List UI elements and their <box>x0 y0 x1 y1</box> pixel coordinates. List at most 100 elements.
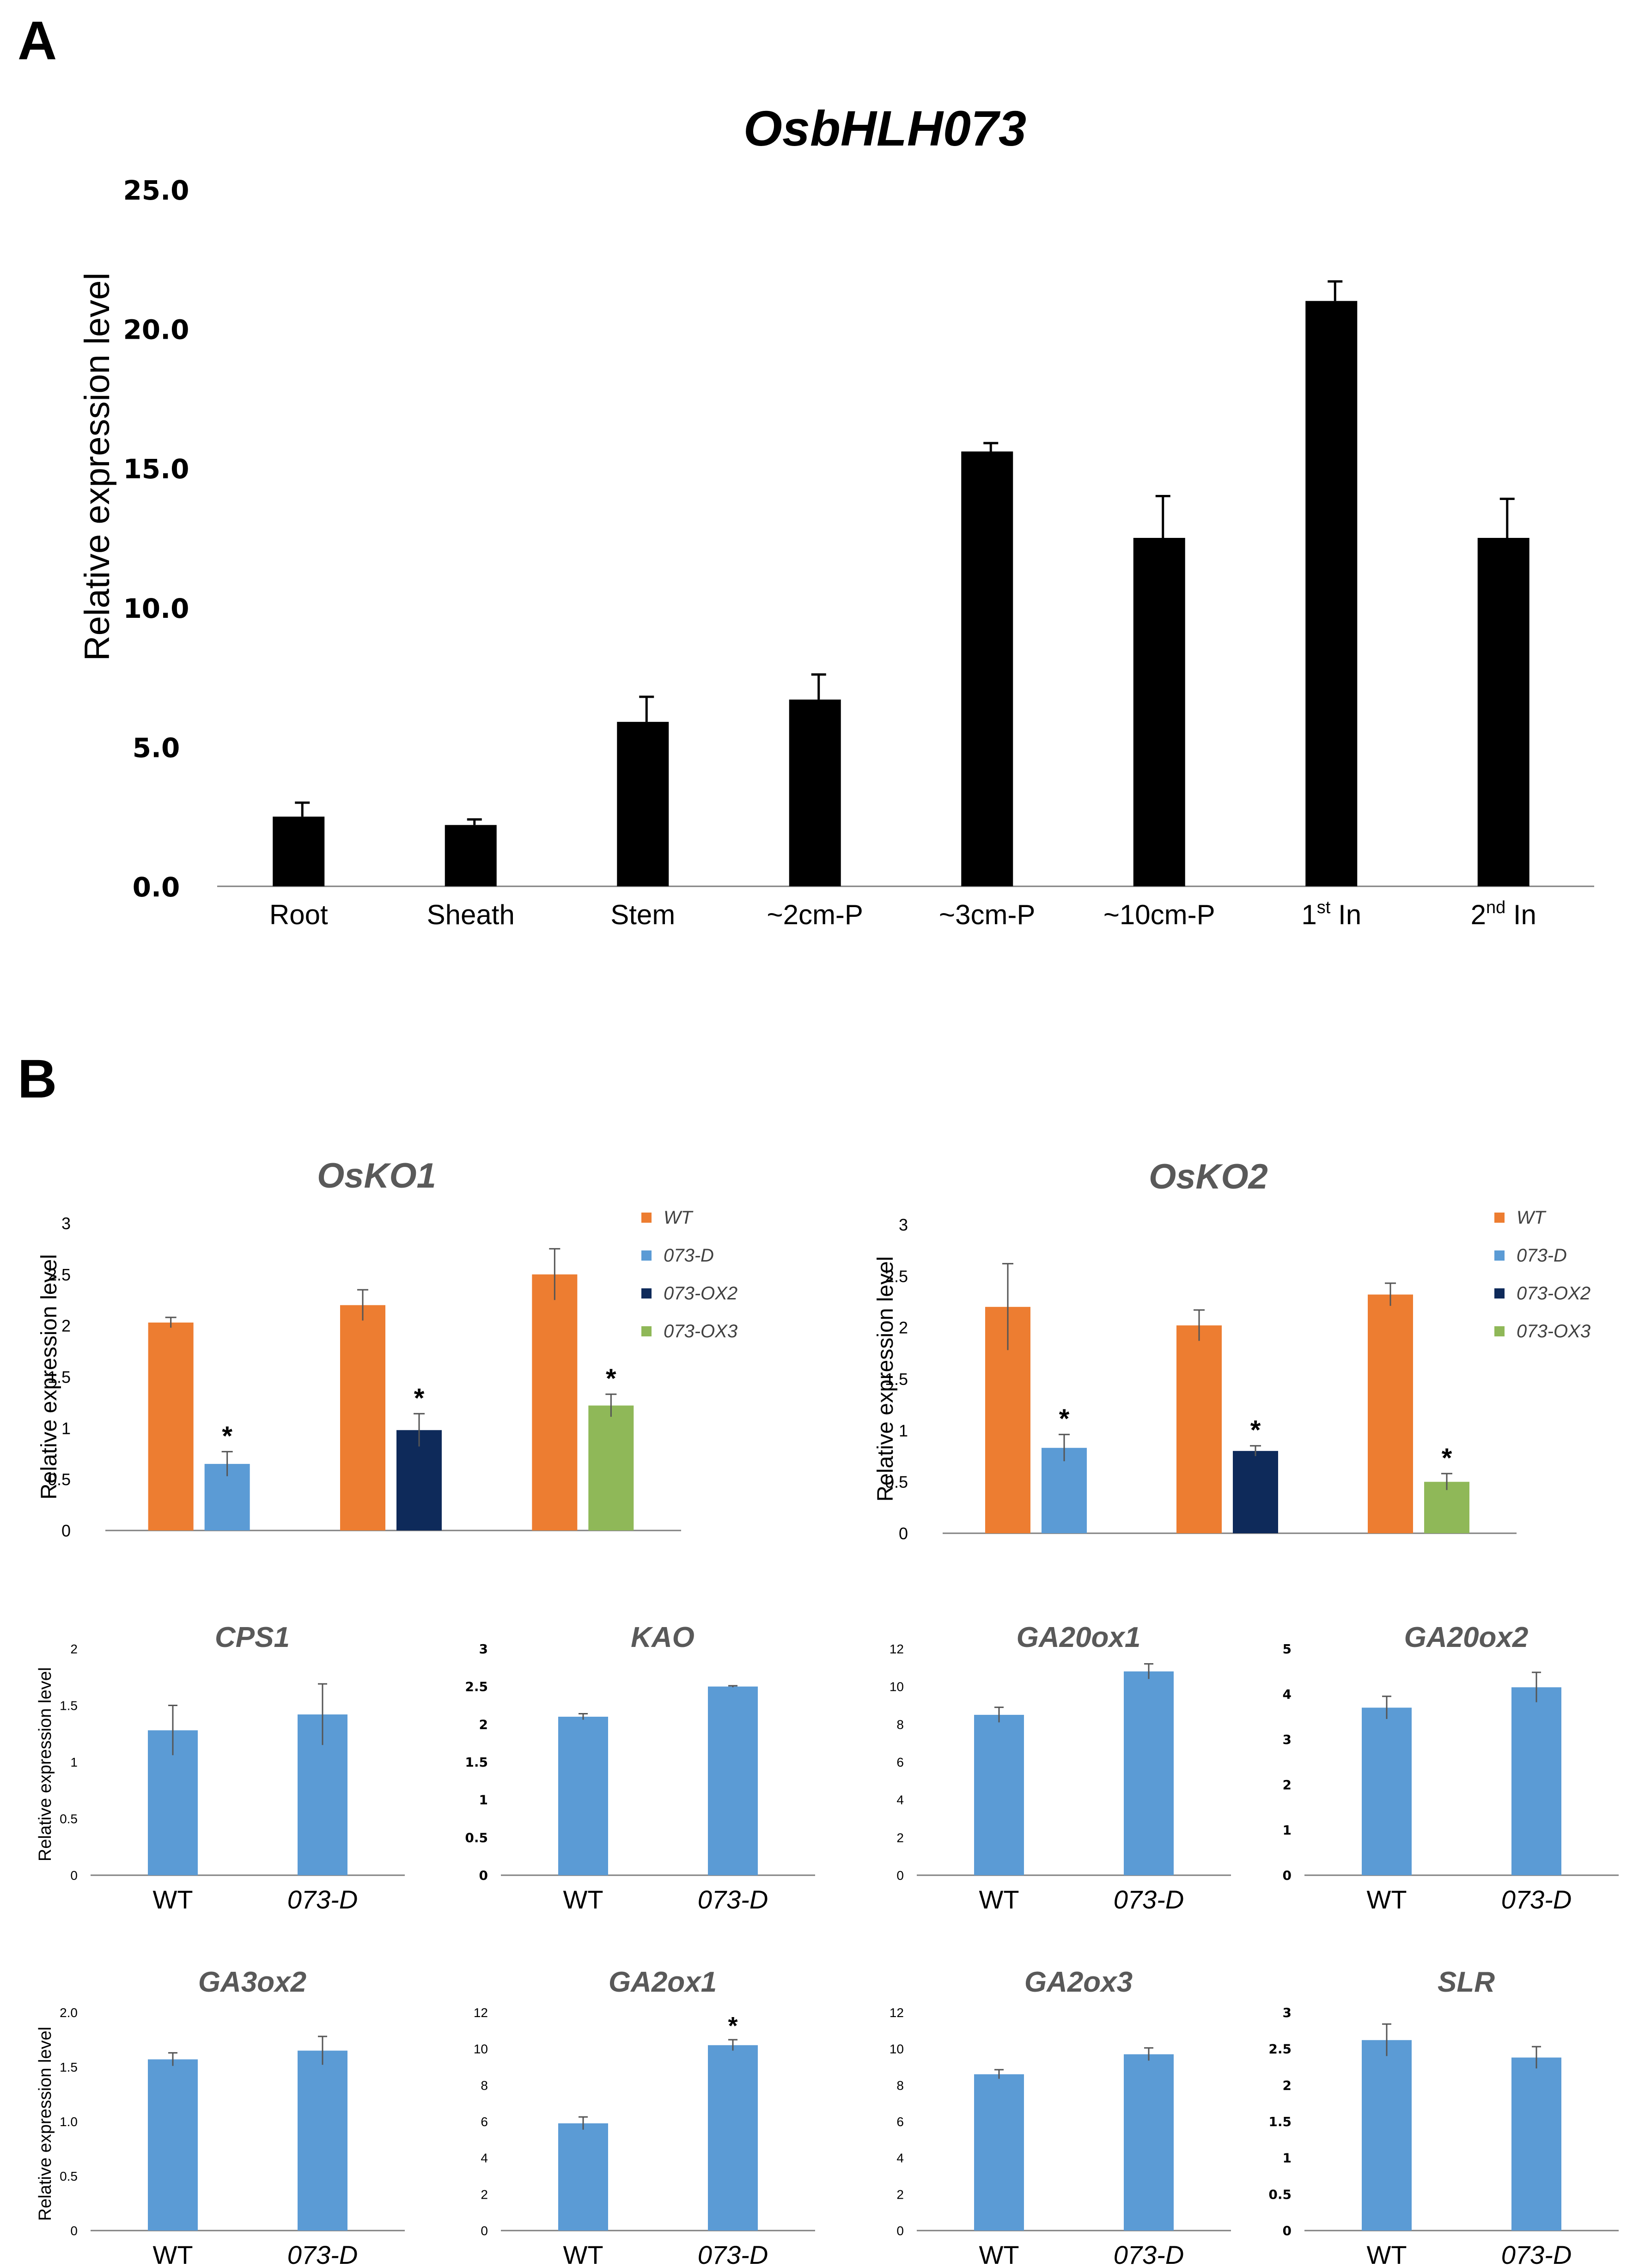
x-tick-label: WT <box>979 1885 1019 1914</box>
chart-title: OsKO1 <box>317 1156 436 1195</box>
y-tick-label: 1 <box>1283 1823 1292 1838</box>
legend-swatch <box>1494 1250 1505 1261</box>
charts-layer: OsbHLH073 Relative expression level 0.0 5.0… <box>36 100 1619 2268</box>
bar-1 <box>445 825 497 886</box>
bar-0 <box>148 2059 198 2231</box>
y-tick-label: 12 <box>474 2006 488 2020</box>
chart-title: GA20ox1 <box>1017 1622 1141 1653</box>
chart-title: SLR <box>1438 1966 1495 1998</box>
y-tick-label: 1 <box>1283 2151 1292 2166</box>
significance-star: * <box>222 1421 232 1451</box>
x-tick-label: 073-D <box>1114 2240 1184 2268</box>
x-tick-label: Sheath <box>427 899 515 930</box>
bar-2 <box>617 722 669 886</box>
bar-7 <box>1477 538 1529 886</box>
x-tick-label: WT <box>563 1885 603 1914</box>
x-tick-label: ~10cm-P <box>1103 899 1215 930</box>
y-axis-label: Relative expression level <box>78 273 117 661</box>
y-tick-label: 0 <box>481 2224 488 2238</box>
y-tick-label: 3 <box>1283 1732 1292 1747</box>
x-tick-text: Sheath <box>427 899 515 930</box>
x-tick-text: ~2cm-P <box>767 899 863 930</box>
x-tick-label: 2nd In <box>1471 898 1536 930</box>
legend-swatch <box>641 1288 652 1299</box>
significance-star: * <box>1059 1404 1070 1434</box>
chart-title: GA2ox1 <box>609 1966 717 1998</box>
x-tick-text: ~10cm-P <box>1103 899 1215 930</box>
y-tick-label: 0.5 <box>48 1470 71 1489</box>
x-tick-label: 073-D <box>287 1885 358 1914</box>
y-axis-label: Relative expression level <box>873 1256 898 1502</box>
chart-ga2ox1: GA2ox1 0 2 4 6 8 10 12 WT * 073-D <box>474 1966 815 2268</box>
y-tick-label: 0.0 <box>133 872 180 903</box>
y-tick-label: 12 <box>890 2006 904 2020</box>
y-tick-label: 2.0 <box>60 2006 78 2020</box>
y-tick-label: 6 <box>896 1755 904 1769</box>
bar-0 <box>1362 1707 1412 1875</box>
x-tick-label: WT <box>563 2240 603 2268</box>
x-tick-label: WT <box>1366 2240 1407 2268</box>
x-tick-text: Stem <box>610 899 675 930</box>
legend-swatch <box>1494 1288 1505 1299</box>
legend-swatch <box>641 1213 652 1223</box>
x-tick-suffix: In <box>1330 899 1361 930</box>
y-tick-label: 0 <box>896 2224 904 2238</box>
y-tick-label: 2.5 <box>1268 2042 1292 2057</box>
y-axis-label: Relative expression level <box>36 2027 55 2221</box>
y-tick-label: 0 <box>1283 1868 1292 1883</box>
y-tick-label: 2.5 <box>48 1265 71 1284</box>
x-tick-label: WT <box>152 1885 193 1914</box>
y-tick-label: 4 <box>896 1793 904 1807</box>
y-tick-label: 6 <box>896 2115 904 2129</box>
y-tick-label: 6 <box>481 2115 488 2129</box>
y-tick-label: 0.5 <box>465 1830 488 1845</box>
y-tick-label: 2 <box>481 2187 488 2201</box>
y-tick-label: 1.5 <box>465 1755 488 1770</box>
y-tick-label: 1.5 <box>60 1699 78 1713</box>
y-tick-label: 2 <box>1283 2078 1292 2093</box>
y-tick-label: 0 <box>70 1868 78 1883</box>
bar-1 <box>708 1686 758 1875</box>
legend-swatch <box>1494 1326 1505 1336</box>
x-tick-superscript: st <box>1317 898 1331 917</box>
legend-label: 073-D <box>1517 1245 1567 1266</box>
y-tick-label: 8 <box>481 2078 488 2092</box>
y-tick-label: 1.5 <box>1268 2114 1292 2129</box>
y-tick-label: 5.0 <box>133 732 180 763</box>
x-tick-label: 073-D <box>1501 1885 1572 1914</box>
y-tick-label: 2 <box>899 1318 908 1337</box>
significance-star: * <box>1250 1415 1261 1445</box>
significance-star: * <box>606 1364 616 1394</box>
x-tick-label: Stem <box>610 899 675 930</box>
chart-title: GA3ox2 <box>198 1966 306 1998</box>
chart-ga2ox3: GA2ox3 0 2 4 6 8 10 12 WT 073-D <box>890 1966 1231 2268</box>
group-1-bar-0 <box>340 1305 385 1530</box>
y-tick-label: 12 <box>890 1642 904 1656</box>
y-tick-label: 1 <box>61 1419 71 1438</box>
x-tick-suffix: In <box>1505 899 1536 930</box>
y-tick-label: 0 <box>1283 2223 1292 2238</box>
legend-label: WT <box>1517 1207 1547 1228</box>
y-axis-label: Relative expression level <box>36 1667 55 1861</box>
chart-title: CPS1 <box>215 1622 290 1653</box>
x-tick-label: 073-D <box>287 2240 358 2268</box>
y-tick-label: 20.0 <box>123 314 189 346</box>
legend-label: WT <box>664 1207 694 1228</box>
chart-title: OsbHLH073 <box>743 100 1026 156</box>
legend-label: 073-D <box>664 1245 714 1266</box>
bar-0 <box>974 2074 1024 2231</box>
bar-1 <box>708 2045 758 2231</box>
y-tick-label: 3 <box>1283 2005 1292 2020</box>
x-tick-label: 073-D <box>698 2240 768 2268</box>
chart-title: GA20ox2 <box>1404 1622 1529 1653</box>
legend-swatch <box>1494 1213 1505 1223</box>
x-tick-label: ~3cm-P <box>939 899 1035 930</box>
y-tick-label: 10 <box>890 2042 904 2056</box>
y-tick-label: 2 <box>896 2187 904 2201</box>
y-tick-label: 1.5 <box>885 1370 908 1389</box>
chart-kao: KAO 0 0.5 1 1.5 2 2.5 3 WT 073-D <box>465 1622 815 1914</box>
x-tick-label: 073-D <box>698 1885 768 1914</box>
bar-1 <box>1124 1671 1174 1875</box>
y-tick-label: 2 <box>479 1717 488 1732</box>
chart-osbhlh073: OsbHLH073 Relative expression level 0.0 5.0… <box>78 100 1594 930</box>
